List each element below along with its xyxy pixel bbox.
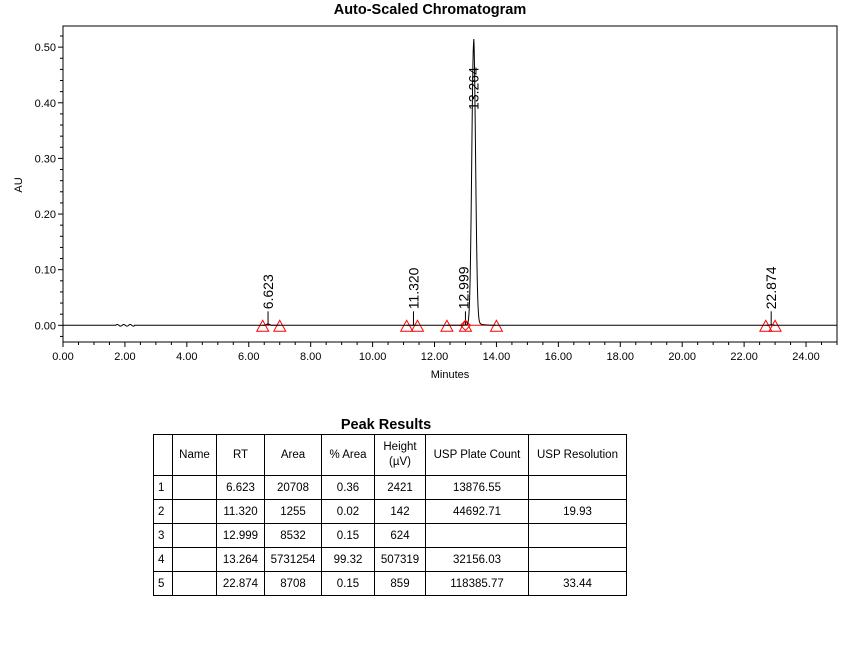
- x-tick-label: 6.00: [238, 351, 259, 363]
- x-tick-label: 2.00: [114, 351, 135, 363]
- table-cell: 0.36: [321, 475, 375, 500]
- x-tick-label: 0.00: [52, 351, 73, 363]
- peak-results-table: Name RT Area% Area Height (µV) USP Plate Cou…: [153, 434, 627, 596]
- column-header: Area: [264, 434, 322, 476]
- table-cell: 1255: [264, 499, 322, 524]
- column-header: % Area: [321, 434, 375, 476]
- x-tick-label: 12.00: [421, 351, 449, 363]
- peak-rt-label: 12.999: [455, 266, 471, 309]
- plot-frame: [62, 25, 838, 343]
- table-cell: [172, 547, 217, 572]
- column-header: RT: [216, 434, 265, 476]
- table-cell: [528, 547, 627, 572]
- table-cell: 6.623: [216, 475, 265, 500]
- table-cell: 4: [153, 547, 173, 572]
- table-cell: 5731254: [264, 547, 322, 572]
- table-cell: 2421: [374, 475, 426, 500]
- table-cell: 11.320: [216, 499, 265, 524]
- table-cell: 0.15: [321, 571, 375, 596]
- table-cell: 20708: [264, 475, 322, 500]
- table-cell: 99.32: [321, 547, 375, 572]
- table-cell: 22.874: [216, 571, 265, 596]
- table-cell: 32156.03: [425, 547, 529, 572]
- y-tick-label: 0.30: [35, 153, 56, 165]
- table-header-row: Name RT Area% Area Height (µV) USP Plate Cou…: [153, 434, 627, 476]
- table-cell: [528, 523, 627, 548]
- y-tick-label: 0.50: [35, 42, 56, 54]
- table-cell: 118385.77: [425, 571, 529, 596]
- peak-annotation: 12.999: [440, 266, 471, 332]
- x-tick-label: 4.00: [176, 351, 197, 363]
- table-cell: 0.02: [321, 499, 375, 524]
- table-cell: 8708: [264, 571, 322, 596]
- chart-title: Auto-Scaled Chromatogram: [334, 2, 527, 18]
- y-tick-label: 0.00: [35, 320, 56, 332]
- table-cell: 0.15: [321, 523, 375, 548]
- column-header: Height (µV): [374, 434, 426, 476]
- peak-rt-label: 22.874: [763, 266, 779, 309]
- table-cell: [172, 571, 217, 596]
- x-tick-label: 22.00: [730, 351, 758, 363]
- table-row: 1 6.623 20708 0.36 2421 13876.55: [153, 475, 627, 500]
- table-cell: 12.999: [216, 523, 265, 548]
- x-tick-label: 14.00: [483, 351, 511, 363]
- table-cell: [425, 523, 529, 548]
- x-tick-label: 16.00: [545, 351, 573, 363]
- table-cell: [172, 523, 217, 548]
- table-cell: 3: [153, 523, 173, 548]
- table-cell: 8532: [264, 523, 322, 548]
- table-cell: 33.44: [528, 571, 627, 596]
- axes: 0.00 2.00 4.00 6.00 8.00 10.00 12.00 14.00 16.00…: [35, 35, 838, 363]
- column-header: Name: [172, 434, 217, 476]
- y-tick-label: 0.10: [35, 265, 56, 277]
- y-tick-label: 0.20: [35, 209, 56, 221]
- table-cell: [528, 475, 627, 500]
- y-tick-label: 0.40: [35, 98, 56, 110]
- peak-annotation: 6.623: [255, 274, 287, 332]
- table-cell: 13.264: [216, 547, 265, 572]
- peak-rt-label: 6.623: [260, 274, 276, 309]
- chromatogram-trace: [63, 39, 837, 327]
- x-tick-label: 18.00: [607, 351, 635, 363]
- peak-annotation: 11.320: [399, 267, 425, 332]
- table-cell: 5: [153, 571, 173, 596]
- table-cell: [172, 475, 217, 500]
- x-tick-label: 8.00: [300, 351, 321, 363]
- table-cell: [172, 499, 217, 524]
- table-body: 1 6.623 20708 0.36 2421 13876.55 2 11.320 1255 0.…: [153, 475, 627, 596]
- x-axis-label: Minutes: [431, 369, 470, 381]
- table-title: Peak Results: [340, 417, 432, 433]
- table-row: 4 13.264 5731254 99.32 507319 32156.03: [153, 547, 627, 572]
- table-row: 3 12.999 8532 0.15 624: [153, 523, 627, 548]
- peak-rt-label: 11.320: [405, 267, 421, 309]
- table-row: 2 11.320 1255 0.02 142 44692.71 19.93: [153, 499, 627, 524]
- x-tick-label: 20.00: [668, 351, 696, 363]
- peak-annotation: 22.874: [758, 266, 782, 332]
- table-cell: 859: [374, 571, 426, 596]
- column-header: [153, 434, 173, 476]
- table-cell: 507319: [374, 547, 426, 572]
- table-cell: 1: [153, 475, 173, 500]
- column-header: USP Plate Count: [425, 434, 529, 476]
- peak-marks: 6.623 11.320 12.999 13.264 22.874: [255, 67, 782, 332]
- x-tick-label: 10.00: [359, 351, 387, 363]
- x-tick-label: 24.00: [792, 351, 820, 363]
- table-cell: 13876.55: [425, 475, 529, 500]
- table-cell: 2: [153, 499, 173, 524]
- table-cell: 19.93: [528, 499, 627, 524]
- table-cell: 624: [374, 523, 426, 548]
- peak-boundary-marker-icon: [458, 319, 473, 332]
- table-cell: 44692.71: [425, 499, 529, 524]
- table-row: 5 22.874 8708 0.15 859 118385.77 33.44: [153, 571, 627, 596]
- peak-rt-label: 13.264: [466, 67, 482, 110]
- table-cell: 142: [374, 499, 426, 524]
- column-header: USP Resolution: [528, 434, 627, 476]
- y-axis-label: AU: [13, 177, 25, 192]
